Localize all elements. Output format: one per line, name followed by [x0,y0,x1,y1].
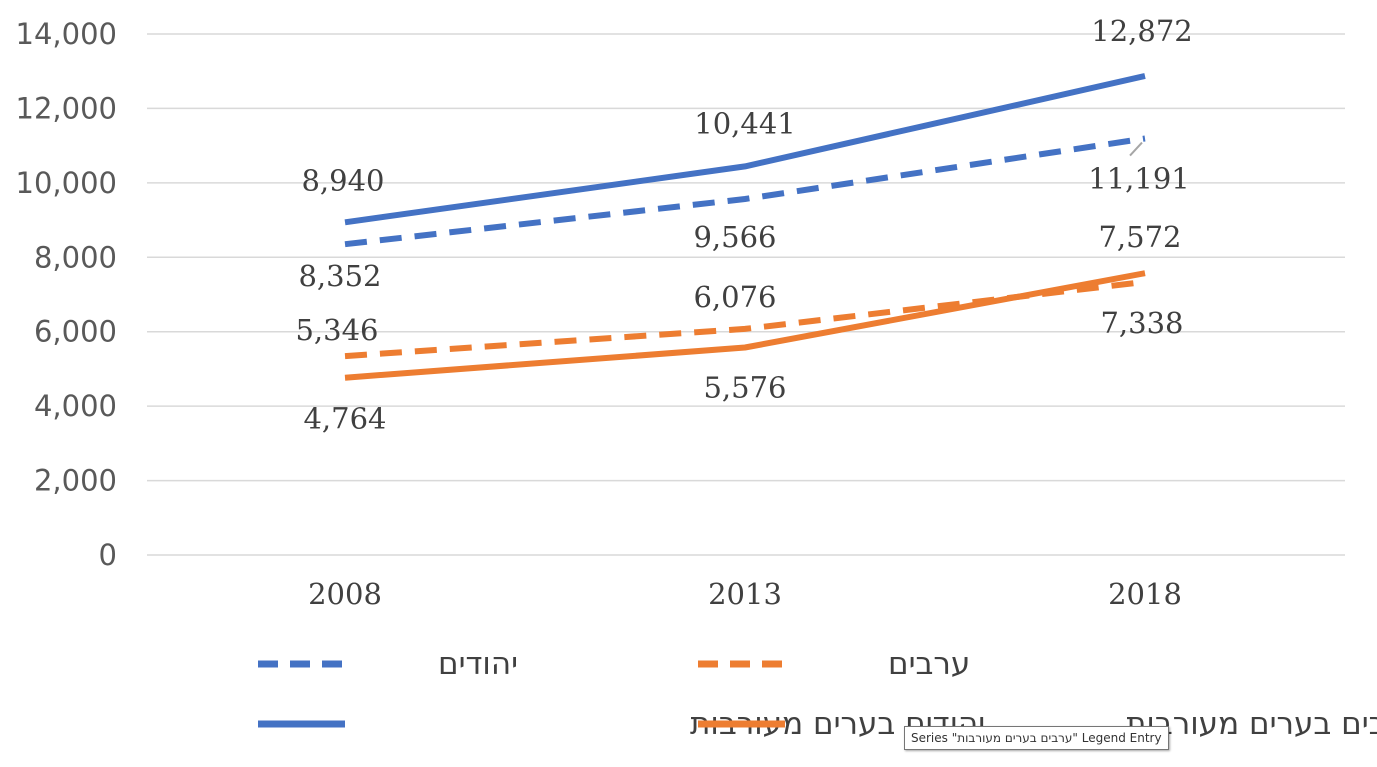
data-label: 5,576 [703,370,786,404]
data-label: 11,191 [1088,162,1189,196]
y-tick-label: 12,000 [16,91,117,125]
data-label: 5,346 [295,313,378,347]
legend-label: יהודים [438,646,518,682]
data-label: 7,338 [1100,306,1183,340]
y-tick-label: 2,000 [34,464,117,498]
series-lines [344,73,1146,381]
legend-entry-2[interactable]: יהודים בערים מעורבות [258,706,985,742]
x-tick-label: 2018 [1108,577,1182,611]
y-tick-label: 6,000 [34,315,117,349]
series-line-2[interactable] [344,73,1146,226]
data-label: 6,076 [693,280,776,314]
data-label: 9,566 [693,220,776,254]
y-axis-ticks: 0 2,000 4,000 6,000 8,000 10,000 12,000 14,000 [16,17,117,572]
legend-entry-tooltip: Series "ערבים בערים מעורבות" Legend Entr… [904,726,1169,750]
legend-label: ערבים [888,646,970,682]
data-label: 12,872 [1091,14,1192,48]
leader-line [1129,141,1143,157]
data-label: 10,441 [694,106,795,140]
y-tick-label: 10,000 [16,166,117,200]
x-tick-label: 2013 [708,577,782,611]
legend-entry-0[interactable]: יהודים [258,646,518,682]
y-tick-label: 8,000 [34,240,117,274]
series-line-3[interactable] [344,270,1146,381]
data-labels: 8,352 9,566 11,191 5,346 6,076 7,338 8,940 10,4… [295,14,1192,436]
y-tick-label: 14,000 [16,17,117,51]
x-tick-label: 2008 [308,577,382,611]
y-tick-label: 0 [99,538,117,572]
y-tick-label: 4,000 [34,389,117,423]
data-label: 8,352 [298,259,381,293]
x-axis-ticks: 2008 2013 2018 [308,577,1182,611]
legend-entry-1[interactable]: ערבים [698,646,970,682]
data-label: 7,572 [1098,220,1181,254]
data-label: 4,764 [303,402,386,436]
data-label: 8,940 [301,163,384,197]
gridlines [147,33,1345,556]
series-line-0[interactable] [344,135,1146,248]
